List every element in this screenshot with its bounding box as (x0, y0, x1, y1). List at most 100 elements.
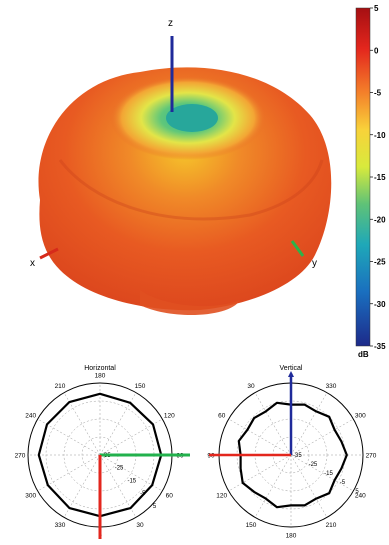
polar-data-point (46, 484, 49, 486)
polar-spoke (37, 418, 101, 456)
colorbar-unit-label: dB (358, 350, 369, 359)
y-axis-label: y (312, 258, 317, 269)
polar-angle-label: 60 (166, 493, 174, 500)
polar-data-point (328, 492, 330, 494)
polar-data-point (315, 497, 318, 500)
polar-data-point (265, 497, 267, 500)
polar-data-point (290, 504, 292, 507)
polar-angle-label: 270 (366, 453, 377, 460)
colorbar: 5 0 -5 -10 -15 -20 -25 -30 -35 dB (355, 4, 386, 359)
y-axis-line (290, 240, 305, 257)
polar-data-point (68, 507, 71, 509)
polar-plot-vertical: Vertical03303002702402101801501209060305… (207, 365, 376, 540)
polar-title: Horizontal (84, 365, 116, 372)
colorbar-tick-label: -5 (374, 89, 382, 98)
colorbar-gradient (355, 7, 371, 347)
polar-angle-label: 210 (326, 522, 337, 529)
colorbar-tick-label: 0 (374, 46, 379, 55)
polar-angle-label: 60 (218, 413, 226, 420)
polar-spoke (254, 392, 292, 456)
polar-angle-label: 300 (355, 413, 366, 420)
polar-spoke (99, 454, 137, 518)
polar-data-point (241, 482, 244, 484)
polar-data-point (246, 429, 249, 431)
polar-data-point (238, 440, 240, 442)
polar-angle-label: 210 (55, 383, 66, 390)
polar-angle-label: 180 (286, 533, 297, 540)
polar-plot-horizontal: Horizontal180150120906030033030027024021… (15, 365, 190, 540)
colorbar-tick-label: -35 (374, 342, 386, 351)
colorbar-tick-label: -20 (374, 215, 386, 224)
polar-angle-label: 30 (136, 522, 144, 529)
polar-data-point (333, 429, 336, 431)
z-axis-label: z (168, 18, 173, 29)
polar-angle-label: 240 (25, 413, 36, 420)
polar-data-point (152, 423, 154, 426)
pattern-null-center (166, 104, 218, 132)
polar-angle-label: 300 (25, 493, 36, 500)
polar-spoke (63, 454, 101, 518)
polar-spoke (290, 418, 354, 456)
polar-data-point (151, 484, 154, 486)
polar-data-point (239, 467, 242, 470)
polar-title: Vertical (280, 365, 303, 372)
polar-radial-label: 5 (355, 489, 359, 495)
colorbar-tick-label: -15 (374, 173, 386, 182)
polar-angle-label: 120 (164, 413, 175, 420)
polar-data-point (276, 506, 278, 508)
polar-spoke (228, 454, 292, 492)
pattern-lower-lobe (140, 290, 240, 316)
polar-data-point (328, 416, 330, 418)
polar-spoke (290, 454, 354, 492)
x-axis-label: x (30, 258, 35, 269)
polar-spoke (228, 418, 292, 456)
polar-spoke (99, 418, 163, 456)
pattern-shading (58, 159, 324, 221)
polar-spoke (290, 454, 328, 518)
polar-data-point (303, 504, 306, 507)
polar-data-point (265, 410, 267, 413)
polar-data-point (333, 479, 336, 482)
polar-radial-label: -5 (340, 480, 346, 486)
polar-data-point (340, 467, 343, 470)
polar-spoke (290, 392, 328, 456)
polar-data-point (340, 440, 343, 443)
colorbar-tick-label: -25 (374, 258, 386, 267)
polar-angle-label: 330 (55, 522, 66, 529)
colorbar-tick-label: 5 (374, 4, 379, 13)
polar-angle-label: 270 (15, 453, 26, 460)
polar-angle-label: 150 (246, 522, 257, 529)
polar-angle-label: 120 (216, 493, 227, 500)
polar-angle-label: 180 (95, 373, 106, 380)
polar-spoke (254, 454, 292, 518)
polar-angle-label: 150 (135, 383, 146, 390)
polar-data-point (253, 417, 255, 419)
polar-data-point (346, 454, 348, 456)
polar-data-point (68, 401, 71, 403)
x-axis-line (39, 247, 59, 260)
polar-angle-label: 330 (326, 383, 337, 390)
polar-data-point (253, 491, 255, 493)
colorbar-tick-label: -10 (374, 131, 386, 140)
polar-data-point (129, 401, 131, 404)
polar-radial-label: -35 (293, 453, 302, 459)
3d-radiation-pattern: z x y (30, 18, 332, 316)
polar-data-point (99, 393, 101, 395)
polar-angle-label: 240 (355, 493, 366, 500)
polar-data-point (303, 403, 306, 406)
polar-radial-label: -25 (309, 462, 318, 468)
polar-data-point (129, 507, 132, 509)
colorbar-tick-label: -30 (374, 300, 386, 309)
polar-spoke (63, 392, 101, 456)
polar-data-point (38, 454, 40, 456)
polar-data-point (315, 410, 318, 413)
polar-radial-label: -15 (127, 478, 136, 484)
polar-data-point (46, 423, 48, 426)
polar-data-point (276, 402, 278, 404)
z-axis-arrow (288, 371, 294, 377)
polar-angle-label: 30 (247, 383, 255, 390)
polar-radial-label: 5 (153, 504, 157, 510)
polar-radial-label: -25 (115, 466, 124, 472)
